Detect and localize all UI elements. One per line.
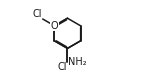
Text: Cl: Cl bbox=[58, 62, 67, 72]
Text: O: O bbox=[51, 21, 58, 31]
Text: NH₂: NH₂ bbox=[68, 57, 87, 67]
Text: Cl: Cl bbox=[32, 9, 42, 19]
